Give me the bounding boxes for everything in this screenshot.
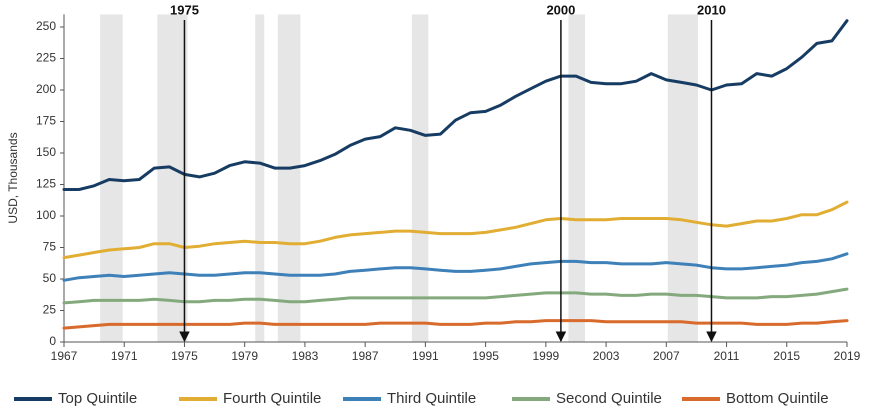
x-tick-label: 1971	[111, 349, 138, 363]
y-axis-label: USD, Thousands	[6, 132, 20, 223]
x-tick-label: 1995	[472, 349, 499, 363]
annotation-label: 2000	[546, 2, 575, 17]
legend-label: Second Quintile	[556, 390, 662, 407]
x-tick-label: 2003	[593, 349, 620, 363]
shaded-period	[411, 14, 429, 343]
shaded-period	[157, 14, 188, 343]
x-tick-label: 1967	[51, 349, 78, 363]
y-tick-label: 0	[49, 334, 56, 348]
x-tick-label: 1999	[532, 349, 559, 363]
annotation-label: 2010	[697, 2, 726, 17]
y-tick-label: 25	[43, 303, 57, 317]
x-tick-label: 1991	[412, 349, 439, 363]
y-tick-label: 225	[36, 51, 56, 65]
x-tick-label: 2011	[714, 349, 740, 363]
series-line	[62, 19, 849, 191]
y-tick-label: 50	[43, 271, 57, 285]
annotation-label: 1975	[170, 2, 199, 17]
series-line	[62, 287, 849, 305]
y-tick-label: 150	[36, 145, 56, 159]
series-line	[62, 319, 849, 330]
shaded-period	[667, 14, 698, 343]
y-tick-label: 250	[36, 19, 56, 33]
series-line	[62, 252, 849, 282]
x-tick-label: 1987	[352, 349, 379, 363]
legend-label: Top Quintile	[58, 390, 137, 407]
y-tick-label: 200	[36, 82, 56, 96]
shaded-period	[277, 14, 301, 343]
x-tick-label: 2007	[653, 349, 680, 363]
y-tick-label: 75	[43, 240, 57, 254]
legend-label: Fourth Quintile	[223, 390, 321, 407]
y-tick-label: 100	[36, 208, 56, 222]
x-tick-label: 1979	[231, 349, 258, 363]
shaded-period	[255, 14, 265, 343]
x-tick-label: 2015	[773, 349, 800, 363]
legend-label: Bottom Quintile	[726, 390, 829, 407]
x-tick-label: 2019	[834, 349, 861, 363]
legend-label: Third Quintile	[387, 390, 476, 407]
y-tick-label: 125	[36, 177, 56, 191]
x-tick-label: 1983	[292, 349, 319, 363]
series-line	[62, 200, 849, 260]
x-tick-label: 1975	[171, 349, 198, 363]
y-tick-label: 175	[36, 114, 56, 128]
